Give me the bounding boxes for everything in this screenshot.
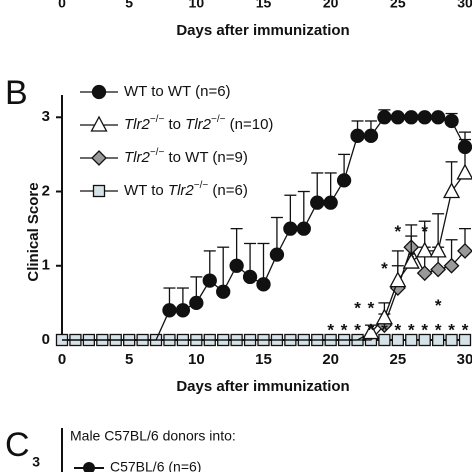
marker xyxy=(404,110,419,125)
marker xyxy=(405,333,418,347)
panel-subtitle: Male C57BL/6 donors into: xyxy=(70,428,236,444)
x-tick-label: 5 xyxy=(125,0,133,11)
marker xyxy=(202,273,217,288)
x-tick-label: 15 xyxy=(256,0,272,11)
y-tick-label: 3 xyxy=(32,454,40,470)
marker xyxy=(283,221,298,236)
annotation: * xyxy=(341,321,348,340)
x-tick-label: 30 xyxy=(457,0,472,11)
marker xyxy=(418,333,431,347)
annotation: * xyxy=(421,321,428,340)
marker xyxy=(442,182,461,199)
marker xyxy=(162,303,177,318)
x-tick-label: 0 xyxy=(58,351,66,368)
x-tick-label: 15 xyxy=(255,351,272,368)
marker xyxy=(402,252,420,269)
annotation: * xyxy=(354,321,361,340)
marker xyxy=(430,261,447,278)
annotation: * xyxy=(354,298,361,317)
y-tick-label: 2 xyxy=(42,182,50,199)
legend-marker xyxy=(83,462,95,472)
legend-label: Tlr2−/− to Tlr2−/− (n=10) xyxy=(124,114,273,133)
panel-label: C xyxy=(5,426,30,464)
series xyxy=(62,109,472,341)
marker xyxy=(256,277,271,292)
legend-label: WT to WT (n=6) xyxy=(124,83,231,100)
marker xyxy=(336,173,352,188)
y-axis-label: Clinical Score xyxy=(25,182,42,281)
marker xyxy=(416,241,434,258)
marker xyxy=(444,113,459,129)
annotation: * xyxy=(462,321,469,340)
legend-marker xyxy=(91,84,107,100)
marker xyxy=(363,128,379,143)
marker xyxy=(269,247,285,262)
legend-marker xyxy=(90,115,108,132)
x-tick-label: 5 xyxy=(125,351,133,368)
marker xyxy=(229,258,244,273)
marker xyxy=(457,242,472,259)
marker xyxy=(430,110,446,125)
y-tick-label: 3 xyxy=(42,108,50,125)
marker xyxy=(391,333,404,347)
marker xyxy=(242,269,258,285)
x-tick-label: 25 xyxy=(390,0,406,11)
annotation: * xyxy=(435,296,442,315)
annotation: * xyxy=(381,321,388,340)
marker xyxy=(175,303,191,318)
annotation: * xyxy=(448,321,455,340)
marker xyxy=(429,241,447,258)
marker xyxy=(377,110,392,125)
marker xyxy=(375,308,393,325)
x-tick-label: 10 xyxy=(189,0,205,11)
marker xyxy=(390,110,405,125)
panel-label: B xyxy=(5,74,28,112)
x-tick-label: 25 xyxy=(389,351,406,368)
annotation: * xyxy=(421,222,428,241)
marker xyxy=(458,333,472,347)
annotation: * xyxy=(368,321,375,340)
x-axis-label: Days after immunization xyxy=(176,378,349,395)
annotation: * xyxy=(381,259,388,278)
annotation: * xyxy=(408,248,415,267)
legend-marker xyxy=(91,150,107,166)
annotation: * xyxy=(395,222,402,241)
marker xyxy=(216,284,231,299)
panel-a-x-label: Days after immunization xyxy=(176,22,349,39)
annotation: * xyxy=(408,321,415,340)
annotation: * xyxy=(395,321,402,340)
x-tick-label: 30 xyxy=(457,351,472,368)
marker xyxy=(296,221,311,236)
marker xyxy=(457,139,472,155)
marker xyxy=(323,195,338,210)
x-tick-label: 20 xyxy=(322,351,339,368)
marker xyxy=(431,333,445,347)
annotation: * xyxy=(368,298,375,317)
x-tick-label: 10 xyxy=(188,351,205,368)
marker xyxy=(389,271,407,288)
series xyxy=(62,138,472,341)
marker xyxy=(456,163,472,180)
marker xyxy=(189,295,204,311)
legend-label: C57BL/6 (n=6) xyxy=(110,459,201,472)
legend-label: WT to Tlr2−/− (n=6) xyxy=(124,180,248,199)
legend-marker xyxy=(92,184,106,198)
y-tick-label: 1 xyxy=(42,257,50,274)
series-line xyxy=(62,116,466,341)
marker xyxy=(310,195,325,210)
x-tick-label: 0 xyxy=(58,0,66,11)
legend-label: Tlr2−/− to WT (n=9) xyxy=(124,147,248,166)
x-tick-label: 20 xyxy=(323,0,339,11)
marker xyxy=(350,128,365,143)
marker xyxy=(443,257,460,274)
marker xyxy=(362,323,380,340)
marker xyxy=(417,110,432,125)
annotation: * xyxy=(435,321,442,340)
marker xyxy=(416,265,433,282)
annotation: * xyxy=(327,321,334,340)
marker xyxy=(445,333,458,347)
marker xyxy=(378,333,391,347)
y-tick-label: 0 xyxy=(42,331,50,348)
